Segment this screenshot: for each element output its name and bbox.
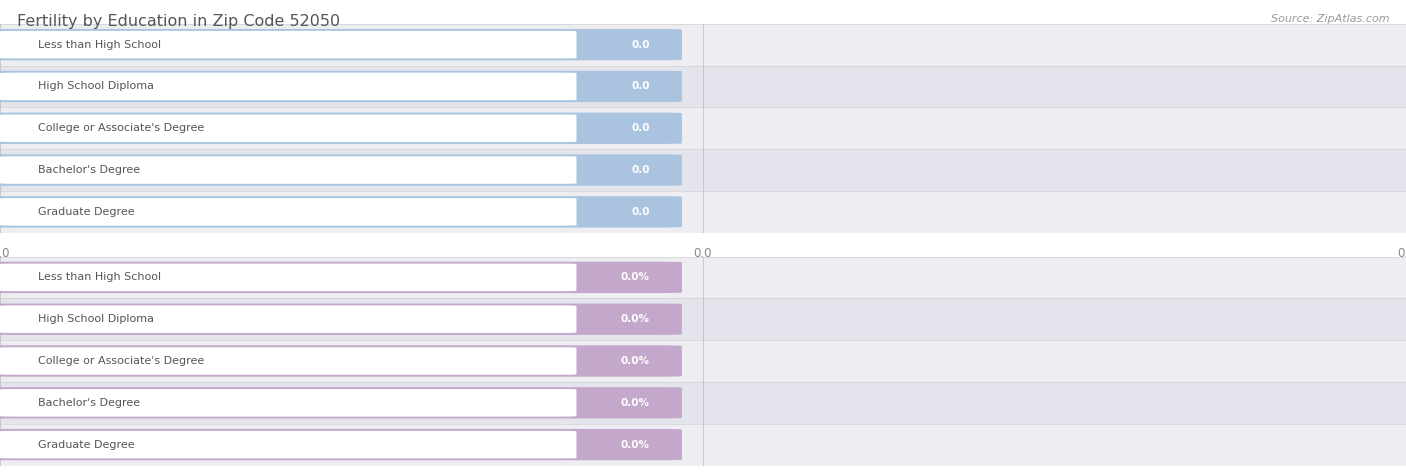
FancyBboxPatch shape [0,340,1406,382]
Text: Bachelor's Degree: Bachelor's Degree [38,398,141,408]
Text: Graduate Degree: Graduate Degree [38,207,135,217]
FancyBboxPatch shape [0,113,682,144]
Text: 0.0: 0.0 [631,123,650,133]
FancyBboxPatch shape [0,305,576,333]
Text: Source: ZipAtlas.com: Source: ZipAtlas.com [1271,14,1389,24]
FancyBboxPatch shape [0,298,1406,340]
Text: 0.0: 0.0 [631,81,650,92]
Text: Less than High School: Less than High School [38,39,162,50]
Text: 0.0%: 0.0% [620,439,650,450]
Text: 0.0: 0.0 [693,247,713,260]
Text: College or Associate's Degree: College or Associate's Degree [38,123,204,133]
FancyBboxPatch shape [0,196,682,228]
FancyBboxPatch shape [0,256,1406,298]
FancyBboxPatch shape [0,24,1406,66]
FancyBboxPatch shape [0,198,576,226]
FancyBboxPatch shape [0,156,576,184]
FancyBboxPatch shape [0,304,682,335]
FancyBboxPatch shape [0,424,1406,466]
FancyBboxPatch shape [0,429,682,460]
FancyBboxPatch shape [0,262,682,293]
FancyBboxPatch shape [0,382,1406,424]
FancyBboxPatch shape [0,389,576,417]
FancyBboxPatch shape [0,29,682,60]
FancyBboxPatch shape [0,431,576,458]
Text: Bachelor's Degree: Bachelor's Degree [38,165,141,175]
FancyBboxPatch shape [0,264,576,291]
Text: 0.0: 0.0 [631,39,650,50]
Text: 0.0%: 0.0% [620,356,650,366]
FancyBboxPatch shape [0,73,576,100]
FancyBboxPatch shape [0,114,576,142]
Text: 0.0: 0.0 [631,207,650,217]
FancyBboxPatch shape [0,387,682,418]
Text: 0.0: 0.0 [1396,247,1406,260]
Text: College or Associate's Degree: College or Associate's Degree [38,356,204,366]
FancyBboxPatch shape [0,191,1406,233]
FancyBboxPatch shape [0,107,1406,149]
Text: Graduate Degree: Graduate Degree [38,439,135,450]
Text: 0.0: 0.0 [0,247,10,260]
Text: 0.0%: 0.0% [620,314,650,324]
Text: High School Diploma: High School Diploma [38,314,155,324]
FancyBboxPatch shape [0,31,576,58]
FancyBboxPatch shape [0,154,682,186]
Text: Fertility by Education in Zip Code 52050: Fertility by Education in Zip Code 52050 [17,14,340,29]
FancyBboxPatch shape [0,66,1406,107]
FancyBboxPatch shape [0,345,682,377]
FancyBboxPatch shape [0,149,1406,191]
Text: Less than High School: Less than High School [38,272,162,283]
Text: 0.0%: 0.0% [620,398,650,408]
FancyBboxPatch shape [0,347,576,375]
Text: 0.0%: 0.0% [620,272,650,283]
Text: 0.0: 0.0 [631,165,650,175]
Text: High School Diploma: High School Diploma [38,81,155,92]
FancyBboxPatch shape [0,71,682,102]
